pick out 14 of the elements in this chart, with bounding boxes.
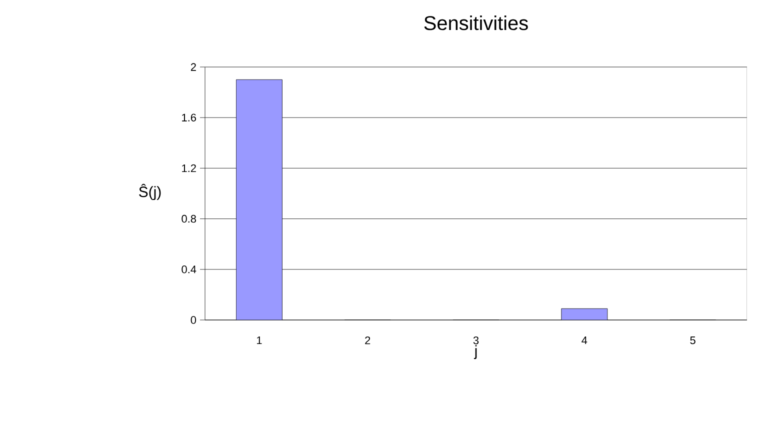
x-tick-label: 3 <box>473 336 479 344</box>
x-tick-label: 5 <box>690 336 696 344</box>
y-tick-label: 0 <box>190 316 196 324</box>
y-tick-label: 2 <box>190 63 196 71</box>
y-tick-label: 1.6 <box>182 114 196 122</box>
x-tick-label: 2 <box>365 336 370 344</box>
y-axis-title: Ŝ(j) <box>139 184 161 200</box>
x-tick-label: 1 <box>256 336 262 344</box>
x-tick-label: 4 <box>582 336 588 344</box>
chart-title: Sensitivities <box>424 16 528 30</box>
x-axis-title: j <box>474 345 477 360</box>
y-tick-label: 0.4 <box>182 266 196 274</box>
y-tick-label: 1.2 <box>182 164 196 172</box>
y-tick-label: 0.8 <box>182 214 196 223</box>
